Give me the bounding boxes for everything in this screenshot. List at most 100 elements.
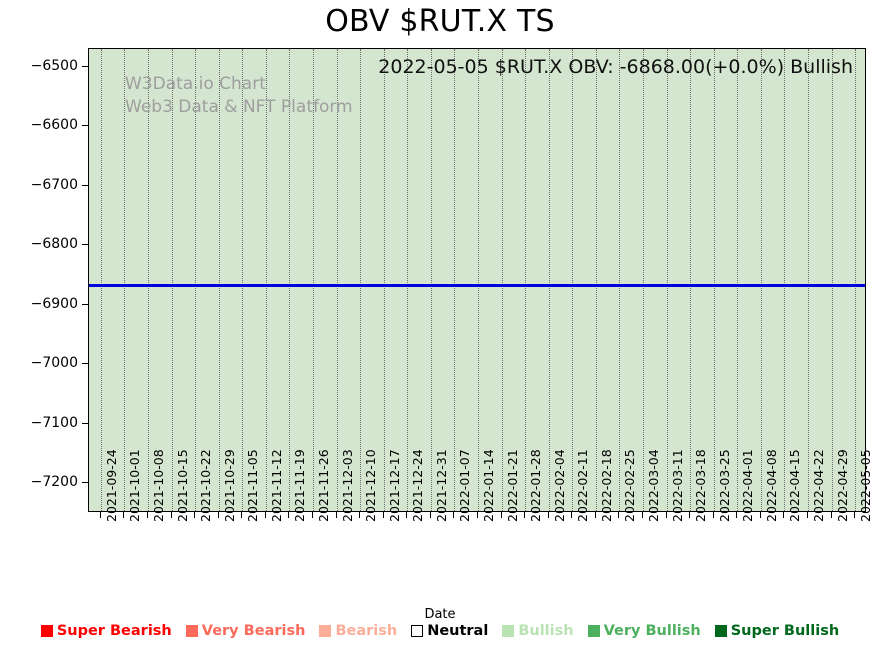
- y-tick-label: −7100: [30, 414, 78, 431]
- x-tick-label: 2022-04-29: [834, 449, 850, 522]
- x-tick-label: 2022-01-21: [504, 449, 520, 522]
- y-tick-label: −6800: [30, 236, 78, 253]
- chart-title: OBV $RUT.X TS: [325, 4, 555, 39]
- chart-legend: Super Bearish Very Bearish Bearish Neutral B…: [0, 620, 880, 642]
- y-tick-mark: [82, 363, 88, 365]
- x-tick-label: 2022-04-08: [763, 449, 779, 522]
- x-tick-mark: [288, 512, 290, 518]
- gridline-vertical: [478, 49, 479, 511]
- gridline-vertical: [666, 49, 668, 511]
- legend-swatch-icon: [587, 625, 600, 637]
- x-tick-mark: [759, 512, 761, 518]
- x-tick-mark: [736, 512, 738, 518]
- x-tick-mark: [335, 512, 337, 518]
- gridline-vertical: [360, 49, 362, 511]
- x-tick-mark: [783, 512, 785, 518]
- x-tick-label: 2021-11-12: [268, 449, 284, 522]
- x-tick-mark: [547, 512, 549, 518]
- x-tick-label: 2021-10-01: [127, 449, 143, 522]
- legend-entry[interactable]: Bearish: [312, 623, 404, 639]
- y-tick-mark: [82, 184, 88, 186]
- gridline-vertical: [501, 49, 503, 511]
- x-tick-label: 2022-01-07: [457, 449, 473, 522]
- x-tick-mark: [571, 512, 573, 518]
- x-tick-mark: [854, 512, 856, 518]
- x-tick-label: 2022-04-15: [787, 449, 803, 522]
- x-tick-mark: [311, 512, 313, 518]
- legend-swatch-icon: [40, 625, 53, 637]
- gridline-vertical: [690, 49, 692, 511]
- gridline-vertical: [831, 49, 833, 511]
- gridline-vertical: [713, 49, 715, 511]
- x-tick-mark: [241, 512, 243, 518]
- gridline-vertical: [737, 49, 739, 511]
- legend-label: Bullish: [518, 623, 574, 639]
- gridline-vertical: [619, 49, 621, 511]
- gridline-vertical: [760, 49, 762, 511]
- plot-area: W3Data.io Chart Web3 Data & NFT Platform…: [88, 48, 866, 512]
- x-tick-mark: [123, 512, 125, 518]
- x-tick-label: 2022-03-04: [646, 449, 662, 522]
- x-tick-mark: [453, 512, 455, 518]
- legend-entry[interactable]: Very Bearish: [179, 623, 313, 639]
- obv-series-line: [89, 284, 865, 288]
- gridline-vertical: [855, 49, 857, 511]
- x-tick-mark: [477, 512, 478, 518]
- y-tick-mark: [82, 244, 88, 246]
- x-tick-mark: [217, 512, 219, 518]
- legend-swatch-icon: [502, 625, 515, 637]
- gridline-vertical: [595, 49, 597, 511]
- gridline-vertical: [430, 49, 432, 511]
- gridline-vertical: [525, 49, 527, 511]
- x-tick-mark: [194, 512, 196, 518]
- x-axis-label: Date: [424, 607, 456, 622]
- y-tick-label: −6700: [30, 176, 78, 193]
- x-tick-mark: [264, 512, 266, 518]
- legend-label: Very Bearish: [201, 623, 306, 639]
- x-tick-label: 2021-10-29: [221, 449, 237, 522]
- legend-label: Neutral: [427, 623, 489, 639]
- gridline-vertical: [548, 49, 550, 511]
- legend-entry[interactable]: Super Bullish: [708, 623, 846, 639]
- legend-entry[interactable]: Bullish: [495, 623, 580, 639]
- x-tick-label: 2022-02-11: [575, 449, 591, 522]
- x-tick-label: 2021-12-10: [363, 449, 379, 522]
- legend-swatch-icon: [714, 625, 727, 637]
- x-tick-label: 2021-10-22: [198, 449, 214, 522]
- x-tick-mark: [382, 512, 384, 518]
- y-axis-label: $RUT.X OBV: [0, 132, 4, 332]
- x-tick-mark: [642, 512, 644, 518]
- gridline-vertical: [407, 49, 409, 511]
- gridline-vertical: [454, 49, 456, 511]
- legend-entry[interactable]: Super Bearish: [34, 623, 179, 639]
- x-tick-mark: [830, 512, 832, 518]
- x-tick-label: 2021-09-24: [103, 449, 119, 522]
- gridline-vertical: [100, 49, 102, 511]
- y-tick-label: −6600: [30, 117, 78, 134]
- x-tick-label: 2022-03-18: [693, 449, 709, 522]
- watermark-line-1: W3Data.io Chart: [125, 74, 266, 94]
- x-tick-mark: [99, 512, 101, 518]
- y-tick-label: −7200: [30, 474, 78, 491]
- x-tick-mark: [524, 512, 526, 518]
- x-tick-mark: [618, 512, 620, 518]
- x-tick-label: 2021-10-08: [150, 449, 166, 522]
- x-tick-label: 2022-02-25: [622, 449, 638, 522]
- legend-entry[interactable]: Neutral: [404, 623, 495, 639]
- gridline-vertical: [572, 49, 574, 511]
- gridline-vertical: [784, 49, 786, 511]
- y-tick-label: −6900: [30, 295, 78, 312]
- x-tick-mark: [689, 512, 691, 518]
- x-tick-mark: [359, 512, 361, 518]
- x-tick-label: 2021-12-31: [433, 449, 449, 522]
- legend-entry[interactable]: Very Bullish: [581, 623, 708, 639]
- y-tick-label: −6500: [30, 57, 78, 74]
- x-tick-label: 2021-12-24: [410, 449, 426, 522]
- x-tick-mark: [429, 512, 431, 518]
- y-tick-mark: [82, 125, 88, 127]
- x-tick-mark: [594, 512, 596, 518]
- legend-label: Super Bearish: [56, 623, 172, 639]
- y-tick-label: −7000: [30, 355, 78, 372]
- gridline-vertical: [383, 49, 385, 511]
